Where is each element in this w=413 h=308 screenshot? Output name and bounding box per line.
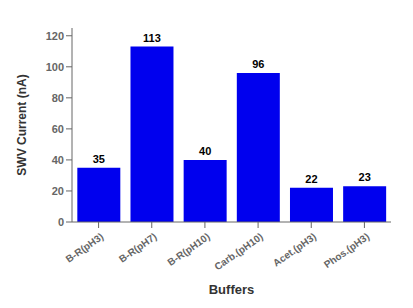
svg-text:23: 23 [359, 171, 371, 183]
svg-text:B-R(pH3): B-R(pH3) [64, 231, 106, 265]
svg-text:96: 96 [252, 58, 264, 70]
svg-text:Phos.(pH3): Phos.(pH3) [322, 231, 372, 270]
svg-text:80: 80 [52, 92, 64, 104]
svg-text:22: 22 [305, 173, 317, 185]
svg-text:113: 113 [143, 32, 161, 44]
svg-text:SWV Current (nA): SWV Current (nA) [15, 74, 29, 175]
svg-text:B-R(pH7): B-R(pH7) [117, 231, 159, 265]
svg-text:Buffers: Buffers [209, 282, 255, 297]
svg-text:120: 120 [46, 30, 64, 42]
svg-text:20: 20 [52, 185, 64, 197]
svg-text:0: 0 [58, 216, 64, 228]
svg-text:60: 60 [52, 123, 64, 135]
svg-text:35: 35 [93, 153, 105, 165]
svg-text:100: 100 [46, 61, 64, 73]
svg-text:Carb.(pH10): Carb.(pH10) [212, 231, 265, 273]
svg-text:40: 40 [52, 154, 64, 166]
svg-text:Acet.(pH3): Acet.(pH3) [271, 231, 318, 269]
svg-text:40: 40 [199, 145, 211, 157]
svg-text:B-R(pH10): B-R(pH10) [165, 231, 211, 268]
